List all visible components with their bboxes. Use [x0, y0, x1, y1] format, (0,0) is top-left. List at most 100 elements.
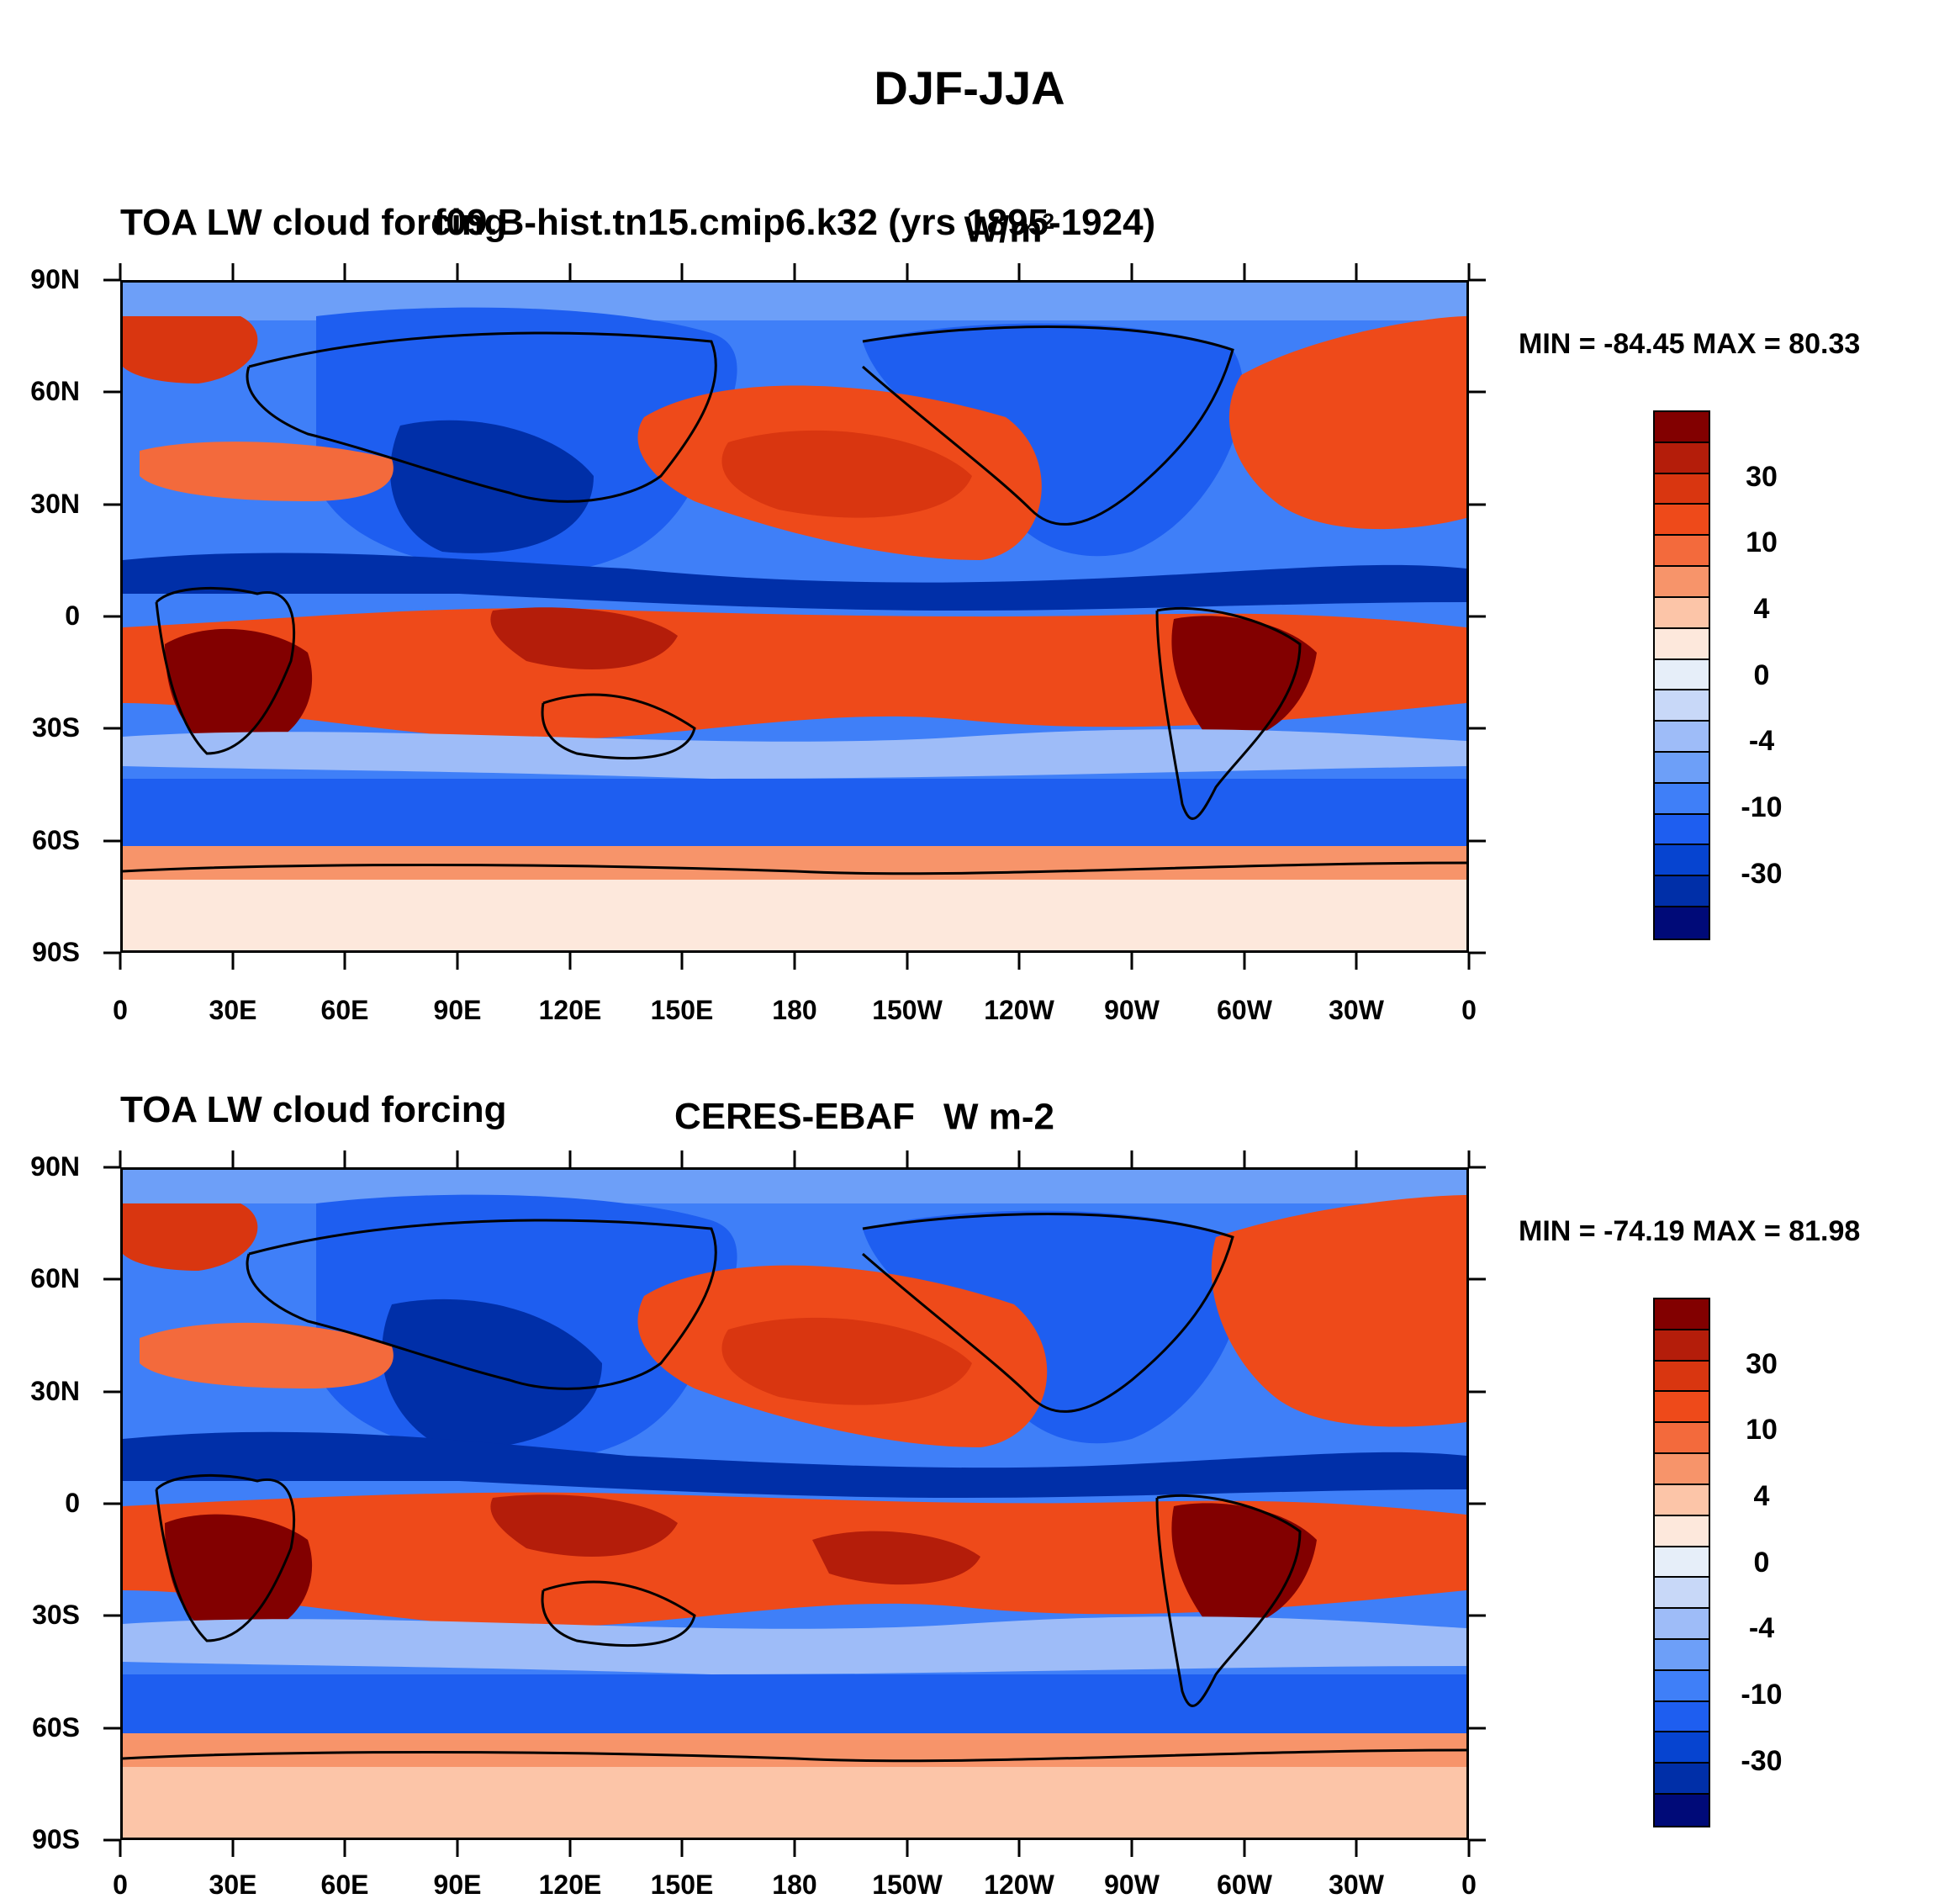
- lon-label: 150W: [872, 995, 943, 1025]
- npacific-inner: [721, 430, 972, 518]
- colorbar-swatch: [1655, 567, 1709, 598]
- lat-label: 30S: [32, 712, 80, 743]
- lon-label: 90E: [433, 1870, 482, 1900]
- panel-center-title-text: f09.B-hist.tn15.cmip6.k32 (yrs 1895-1924…: [433, 202, 1156, 243]
- minmax-text: MIN = -84.45 MAX = 80.33: [1519, 328, 1861, 360]
- maritime-dark: [490, 1494, 678, 1557]
- arctic-band: [123, 1170, 1466, 1203]
- lon-label: 30W: [1329, 1870, 1384, 1900]
- map-frame: [120, 1167, 1469, 1840]
- panel-units: W/m2: [964, 209, 1054, 251]
- lat-label: 60N: [30, 376, 80, 406]
- colorbar-label: 0: [1753, 659, 1770, 691]
- lat-label: 60N: [30, 1263, 80, 1293]
- lon-label: 60E: [320, 1870, 369, 1900]
- colorbar-swatch: [1655, 597, 1709, 629]
- lon-label: 180: [772, 1870, 817, 1900]
- colorbar-swatch: [1655, 907, 1709, 939]
- colorbar-swatch: [1655, 783, 1709, 815]
- colorbar-swatch: [1655, 412, 1709, 443]
- lon-label: 120W: [984, 1870, 1054, 1900]
- coastlines: [123, 1213, 1466, 1763]
- map-image-model: [123, 283, 1466, 950]
- colorbar-swatch: [1655, 1732, 1709, 1764]
- colorbar-swatch: [1655, 1361, 1709, 1393]
- lon-label: 0: [1461, 1870, 1477, 1900]
- maritime-dark: [490, 607, 678, 669]
- africa-dark: [165, 628, 313, 754]
- lon-label: 90W: [1104, 995, 1160, 1025]
- lon-label: 120E: [538, 1870, 602, 1900]
- colorbar-swatch: [1655, 1547, 1709, 1579]
- europe-red: [123, 1203, 258, 1271]
- lat-label: 90N: [30, 264, 80, 294]
- colorbar-swatch: [1655, 1484, 1709, 1516]
- lon-label: 60E: [320, 995, 369, 1025]
- colorbar-label: -30: [1741, 858, 1783, 890]
- colorbar-label: 0: [1753, 1547, 1770, 1579]
- lon-label: 150W: [872, 1870, 943, 1900]
- sub-south-light: [123, 729, 1466, 779]
- samerica-dark: [1171, 616, 1317, 741]
- lon-label: 180: [772, 995, 817, 1025]
- lon-label: 30E: [209, 995, 257, 1025]
- lon-label: 150E: [650, 995, 714, 1025]
- npacific-inner: [721, 1317, 972, 1405]
- figure-title: DJF-JJA: [874, 61, 1065, 114]
- colorbar-label: -4: [1748, 1612, 1775, 1644]
- colorbar-swatch: [1655, 1515, 1709, 1547]
- units-base: W m-2: [943, 1096, 1054, 1138]
- colorbar-swatch: [1655, 1764, 1709, 1795]
- lat-label: 60S: [32, 825, 80, 855]
- panel-model: TOA LW cloud forcing f09.B-hist.tn15.cmi…: [0, 0, 1939, 1025]
- units-base: W/m: [964, 209, 1043, 251]
- colorbar-label: 4: [1753, 1480, 1770, 1512]
- units-sup: 2: [1042, 209, 1054, 234]
- colorbar-swatch: [1655, 473, 1709, 505]
- colorbar-swatch: [1655, 1330, 1709, 1362]
- sub-south-light: [123, 1616, 1466, 1674]
- lon-label: 90W: [1104, 1870, 1160, 1900]
- lat-label: 90S: [32, 937, 80, 967]
- colorbar-label: 10: [1746, 1414, 1778, 1446]
- arctic-band: [123, 283, 1466, 320]
- tibet-dark: [390, 420, 594, 553]
- colorbar-swatch: [1655, 1701, 1709, 1733]
- europe-red: [123, 316, 258, 383]
- lat-label: 60S: [32, 1712, 80, 1743]
- scpacific-dark: [812, 1531, 980, 1585]
- coastlines: [123, 325, 1466, 875]
- antarctic-light: [123, 880, 1466, 950]
- lat-label: 0: [65, 1488, 80, 1518]
- map-image-observed: [123, 1170, 1466, 1838]
- trop-south-red: [123, 1492, 1466, 1628]
- antarctic-orange: [123, 1733, 1466, 1767]
- colorbar-label: 30: [1746, 461, 1778, 493]
- lon-label: 0: [1461, 995, 1477, 1025]
- colorbar-swatch: [1655, 1299, 1709, 1330]
- lon-label: 30W: [1329, 995, 1384, 1025]
- colorbar-swatch: [1655, 722, 1709, 753]
- natlantic-red: [1211, 1195, 1466, 1427]
- lon-label: 120W: [984, 995, 1054, 1025]
- minmax-text: MIN = -74.19 MAX = 81.98: [1519, 1215, 1861, 1247]
- panel-center-title-text: CERES-EBAF: [674, 1096, 916, 1137]
- colorbar-label: 4: [1753, 593, 1770, 625]
- colorbar-swatch: [1655, 1454, 1709, 1485]
- colorbar-swatch: [1655, 442, 1709, 474]
- lon-label: 90E: [433, 995, 482, 1025]
- colorbar-label: 10: [1746, 526, 1778, 558]
- colorbar-swatch: [1655, 1423, 1709, 1455]
- colorbar-label: -10: [1741, 791, 1783, 823]
- lat-label: 30N: [30, 489, 80, 519]
- colorbar-swatch: [1655, 1578, 1709, 1610]
- lon-label: 60W: [1217, 995, 1272, 1025]
- namerica-blue: [863, 323, 1244, 557]
- samerica-dark: [1171, 1503, 1317, 1628]
- natlantic-red: [1228, 316, 1466, 530]
- lon-label: 150E: [650, 1870, 714, 1900]
- colorbar-swatch: [1655, 1670, 1709, 1702]
- colorbar-label: 30: [1746, 1348, 1778, 1380]
- colorbar-label: -10: [1741, 1679, 1783, 1711]
- itcz-dark-north: [123, 1431, 1466, 1498]
